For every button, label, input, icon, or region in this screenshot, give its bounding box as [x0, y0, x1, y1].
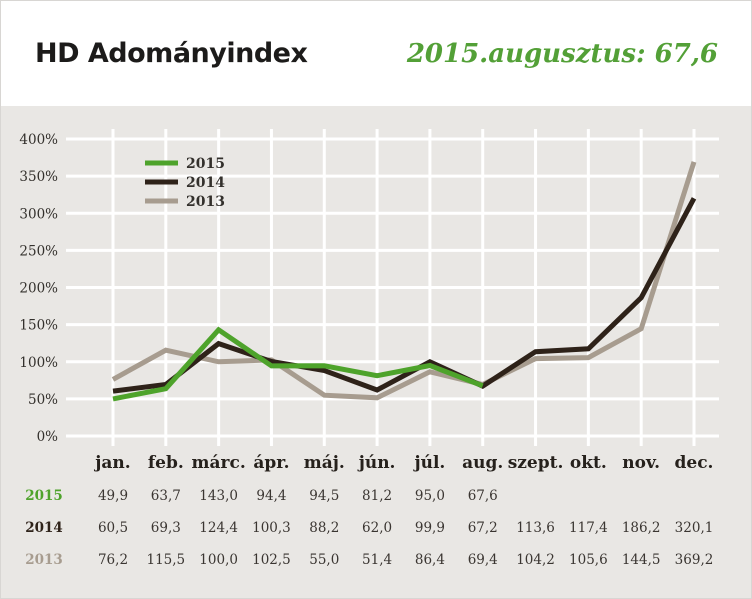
table-cell-2014-ápr.: 100,3 [252, 520, 291, 536]
table-cell-2014-jún.: 62,0 [362, 520, 393, 536]
table-cell-2015-ápr.: 94,4 [256, 488, 287, 504]
series-line-2013 [111, 161, 697, 401]
table-row-label-2014: 2014 [25, 520, 63, 536]
x-axis-month-label: márc. [192, 453, 246, 473]
table-cell-2014-máj.: 88,2 [309, 520, 340, 536]
table-row-label-2013: 2013 [25, 552, 63, 568]
series-line-2015 [112, 326, 484, 402]
table-cell-2013-feb.: 115,5 [146, 552, 186, 568]
table-cell-2014-dec.: 320,1 [674, 520, 714, 536]
series-line-2014 [112, 197, 697, 394]
table-cell-2014-nov.: 186,2 [621, 520, 661, 536]
table-cell-2013-aug.: 69,4 [467, 552, 498, 568]
x-axis-month-label: ápr. [253, 453, 289, 473]
y-axis-tick-label: 100% [19, 355, 58, 371]
table-cell-2015-máj.: 94,5 [309, 488, 340, 504]
y-axis-tick-label: 400% [19, 132, 58, 148]
x-axis-month-label: júl. [412, 453, 445, 473]
current-value-highlight: 2015.augusztus: 67,6 [406, 38, 718, 69]
x-axis-month-label: feb. [148, 453, 184, 473]
table-cell-2014-júl.: 99,9 [414, 520, 445, 536]
table-cell-2013-okt.: 105,6 [569, 552, 608, 568]
legend-label-2015: 2015 [186, 156, 225, 172]
table-cell-2015-feb.: 63,7 [150, 488, 181, 504]
y-axis-tick-label: 250% [19, 243, 58, 259]
x-axis-month-label: jún. [357, 453, 396, 473]
x-axis-month-label: nov. [622, 453, 660, 473]
header: HD Adományindex 2015.augusztus: 67,6 [1, 1, 751, 106]
table-cell-2013-máj.: 55,0 [309, 552, 340, 568]
table-cell-2015-márc.: 143,0 [199, 488, 238, 504]
x-axis-month-label: okt. [570, 453, 607, 473]
x-axis-month-label: jan. [93, 453, 130, 473]
table-cell-2014-okt.: 117,4 [569, 520, 608, 536]
legend-label-2014: 2014 [186, 175, 225, 191]
x-axis-month-label: dec. [675, 453, 714, 473]
page-title: HD Adományindex [35, 38, 308, 69]
x-axis-month-label: máj. [304, 453, 345, 473]
table-cell-2013-márc.: 100,0 [199, 552, 238, 568]
table-cell-2014-feb.: 69,3 [150, 520, 181, 536]
table-cell-2013-nov.: 144,5 [621, 552, 661, 568]
y-axis-tick-label: 350% [19, 169, 58, 185]
table-cell-2013-júl.: 86,4 [414, 552, 445, 568]
table-cell-2015-aug.: 67,6 [467, 488, 498, 504]
table-cell-2015-júl.: 95,0 [414, 488, 445, 504]
table-cell-2013-ápr.: 102,5 [252, 552, 291, 568]
y-axis-tick-label: 50% [28, 392, 58, 408]
x-axis-month-label: szept. [508, 453, 564, 473]
table-cell-2013-szept.: 104,2 [516, 552, 555, 568]
table-cell-2015-jún.: 81,2 [362, 488, 393, 504]
y-axis-tick-label: 300% [19, 206, 58, 222]
table-cell-2013-dec.: 369,2 [674, 552, 714, 568]
y-axis-tick-label: 200% [19, 281, 58, 297]
x-axis-month-label: aug. [462, 453, 503, 473]
table-cell-2014-szept.: 113,6 [516, 520, 555, 536]
y-axis-tick-label: 0% [37, 429, 59, 445]
chart-canvas: 0% 50% 100% 150% 200% 250% 300% 350% 400% jan. feb… [19, 129, 719, 473]
line-chart: 0% 50% 100% 150% 200% 250% 300% 350% 400% jan. feb… [1, 106, 751, 481]
table-cell-2013-jún.: 51,4 [362, 552, 393, 568]
table-cell-2014-jan.: 60,5 [97, 520, 129, 536]
y-axis-tick-label: 150% [19, 318, 58, 334]
legend-label-2013: 2013 [186, 194, 225, 210]
table-cell-2014-aug.: 67,2 [467, 520, 498, 536]
table-row-label-2015: 2015 [25, 488, 63, 504]
table-cell-2013-jan.: 76,2 [97, 552, 129, 568]
table-cell-2014-márc.: 124,4 [199, 520, 238, 536]
table-cell-2015-jan.: 49,9 [97, 488, 129, 504]
